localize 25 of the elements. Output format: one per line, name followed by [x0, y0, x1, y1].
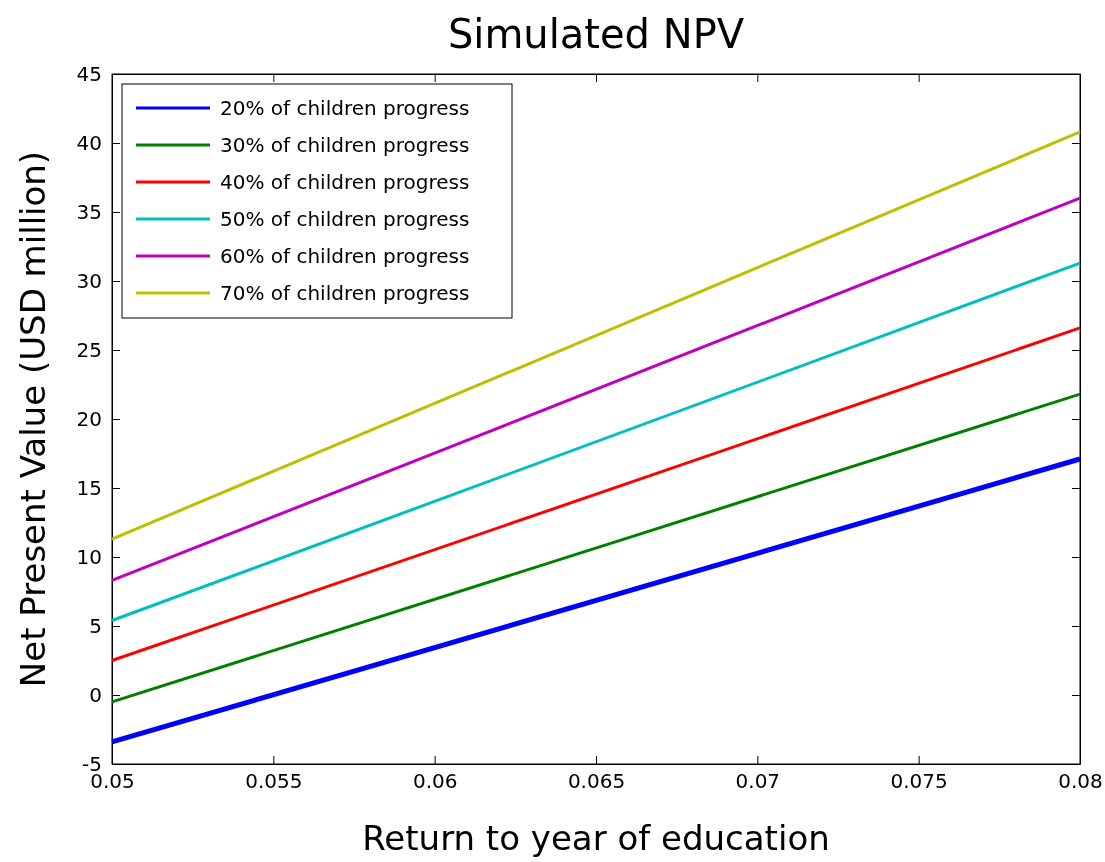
- y-tick-label: 40: [76, 130, 102, 155]
- y-tick-label: 15: [76, 475, 102, 500]
- x-tick-label: 0.065: [567, 769, 626, 794]
- x-tick-label: 0.08: [1058, 769, 1103, 794]
- y-tick-label: 35: [76, 199, 102, 224]
- y-tick-label: 20: [76, 406, 102, 431]
- y-tick-label: 30: [76, 268, 102, 293]
- y-tick-label: 45: [76, 61, 102, 86]
- legend-label: 20% of children progress: [220, 96, 470, 120]
- x-axis-title: Return to year of education: [362, 818, 830, 858]
- y-axis-title: Net Present Value (USD million): [13, 150, 53, 688]
- x-tick-label: 0.055: [245, 769, 303, 794]
- y-tick-label: 0: [89, 682, 102, 707]
- legend-label: 50% of children progress: [220, 207, 470, 231]
- legend-label: 40% of children progress: [220, 170, 470, 194]
- y-tick-label: 25: [76, 337, 102, 362]
- x-tick-label: 0.06: [412, 769, 458, 794]
- legend-label: 60% of children progress: [220, 244, 470, 268]
- chart-title: Simulated NPV: [447, 11, 745, 57]
- y-tick-label: 10: [76, 544, 102, 569]
- x-tick-label: 0.075: [890, 769, 948, 794]
- y-tick-label: 5: [89, 613, 102, 638]
- x-tick-label: 0.07: [735, 769, 781, 794]
- legend-label: 30% of children progress: [220, 133, 470, 157]
- legend-label: 70% of children progress: [220, 281, 470, 305]
